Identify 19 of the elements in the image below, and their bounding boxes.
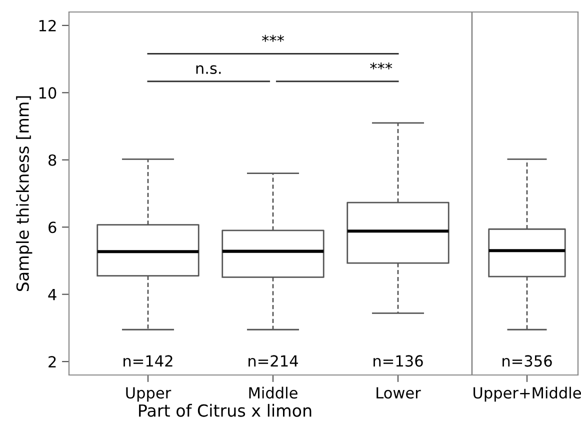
x-axis-title: Part of Citrus x limon <box>139 404 312 417</box>
y-tick-label: 2 <box>48 356 56 368</box>
annotation: n.s. <box>196 65 221 74</box>
annotation: *** <box>262 34 284 42</box>
y-tick-label: 12 <box>39 20 56 32</box>
annotation: n=356 <box>502 355 552 367</box>
y-tick-label: 4 <box>48 289 56 300</box>
y-tick-label: 10 <box>39 87 56 99</box>
x-tick-label: Lower <box>376 387 421 399</box>
annotation: n=214 <box>248 355 298 367</box>
annotation: n=136 <box>374 355 423 367</box>
x-tick-label: Middle <box>249 386 298 399</box>
y-tick-label: 8 <box>48 154 56 166</box>
x-tick-label: Upper+Middle <box>474 386 581 402</box>
annotation: *** <box>370 62 392 70</box>
y-axis-title: Sample thickness [mm] <box>16 96 32 292</box>
x-tick-label: Upper <box>126 387 172 402</box>
y-tick-label: 6 <box>48 222 56 234</box>
annotation: n=142 <box>124 355 172 367</box>
